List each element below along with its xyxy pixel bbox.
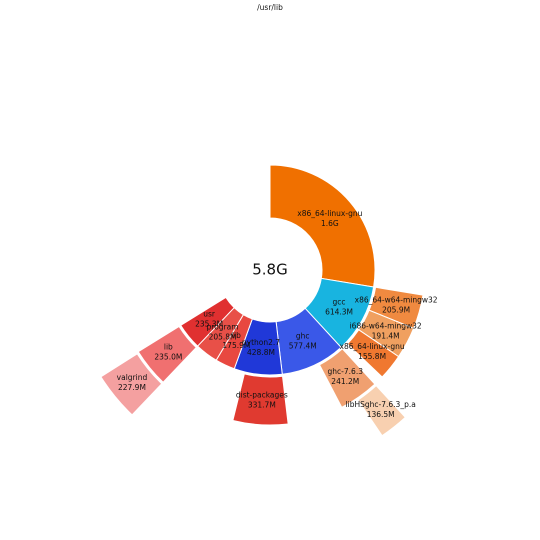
segment-size: 235.3M	[195, 320, 223, 329]
segment-name: x86_64-linux-gnu	[297, 209, 362, 218]
segment-name: lib	[232, 331, 241, 340]
segment-size: 331.7M	[248, 401, 276, 410]
segment-name: usr	[203, 310, 216, 319]
segment-size: 175.9M	[222, 341, 250, 350]
segment-name: ghc-7.6.3	[328, 367, 364, 376]
segment-size: 191.4M	[372, 332, 400, 341]
segment-name: dist-packages	[236, 391, 288, 400]
segment-name: i686-w64-mingw32	[350, 322, 422, 331]
folder-segment[interactable]	[346, 329, 400, 378]
folder-segment[interactable]	[180, 296, 235, 347]
chart-title: /usr/lib	[257, 3, 283, 12]
folder-segment[interactable]	[100, 353, 163, 416]
segment-name: ghc	[296, 331, 310, 340]
segment-size: 614.3M	[325, 307, 353, 316]
segment-size: 577.4M	[289, 341, 317, 350]
segment-size: 205.9M	[382, 305, 410, 314]
segment-size: 428.8M	[247, 348, 275, 357]
folder-segment[interactable]	[269, 164, 376, 288]
folder-segment[interactable]	[357, 384, 406, 437]
segment-size: 1.6G	[321, 219, 339, 228]
segment-name: gcc	[333, 297, 346, 306]
segment-size: 235.0M	[154, 353, 182, 362]
segment-size: 241.2M	[331, 377, 359, 386]
segment-name: libHSghc-7.6.3_p.a	[346, 400, 416, 409]
segment-size: 136.5M	[367, 410, 395, 419]
segment-name: valgrind	[117, 373, 148, 382]
folder-segment[interactable]	[232, 373, 289, 426]
segment-size: 205.8M	[209, 333, 237, 342]
segment-name: python2.7	[242, 338, 280, 347]
total-center	[219, 219, 321, 321]
folder-segment[interactable]	[318, 348, 376, 409]
segment-name: program	[207, 323, 239, 332]
segment-name: x86_64-w64-mingw32	[355, 295, 438, 304]
segment-name: lib	[164, 343, 173, 352]
segment-size: 227.9M	[118, 383, 146, 392]
folder-segment[interactable]	[137, 325, 197, 383]
total-size: 5.8G	[252, 261, 287, 279]
segment-name: x86_64-linux-gnu	[340, 342, 405, 351]
segment-size: 155.8M	[358, 352, 386, 361]
